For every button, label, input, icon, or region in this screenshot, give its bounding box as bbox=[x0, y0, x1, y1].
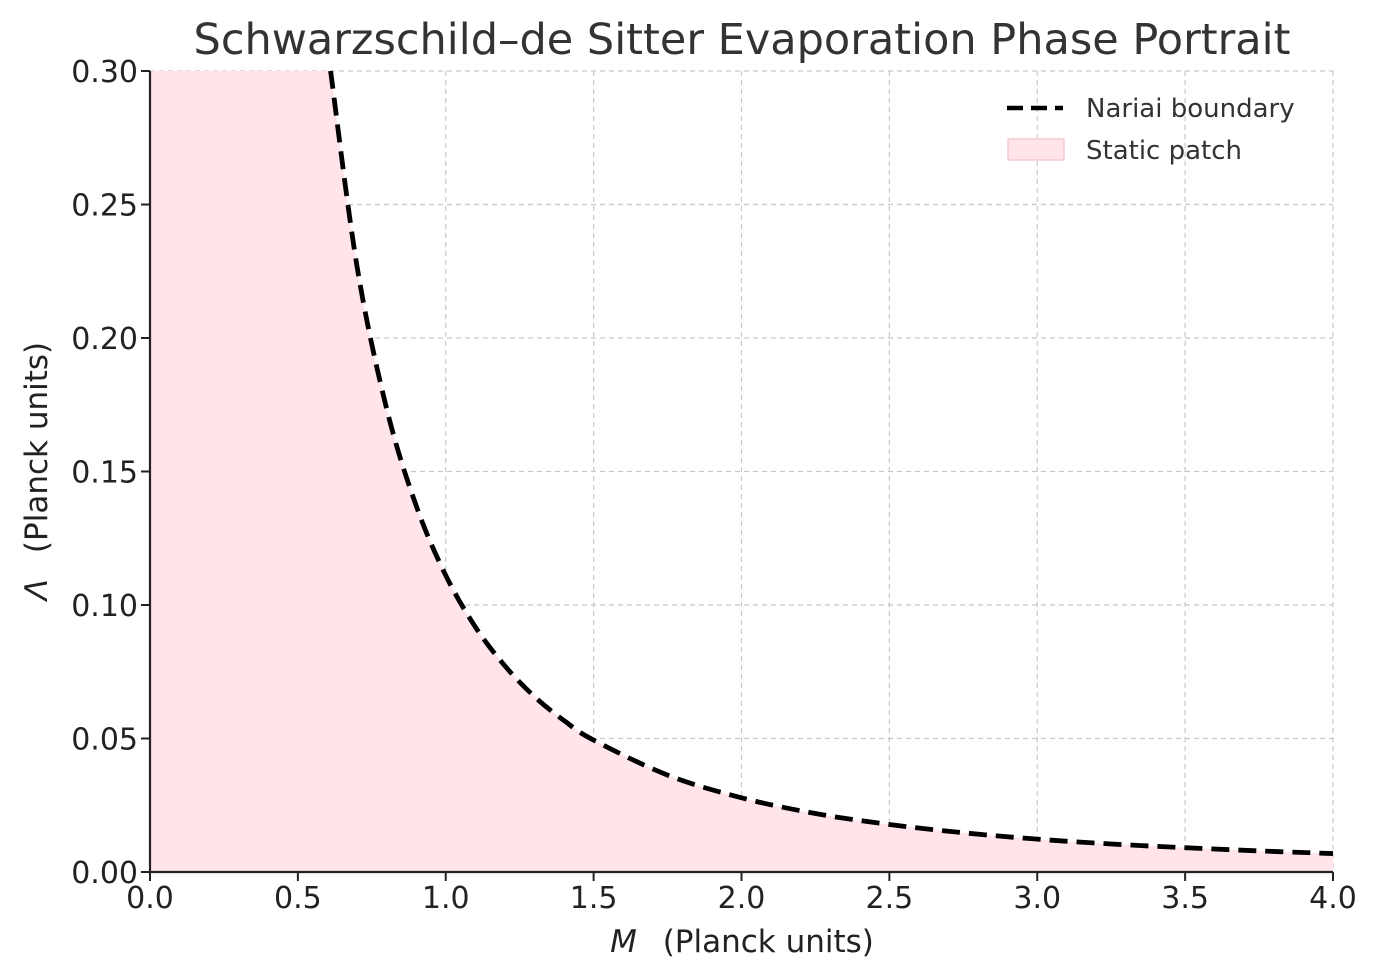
x-axis-symbol: M bbox=[610, 924, 637, 960]
y-tick-label-0: 0.00 bbox=[71, 856, 138, 891]
y-tick-label-2: 0.10 bbox=[71, 589, 138, 624]
x-tick-label-0: 0.0 bbox=[126, 881, 174, 916]
y-tick-label-5: 0.25 bbox=[71, 189, 138, 224]
x-tick-label-7: 3.5 bbox=[1161, 881, 1209, 916]
x-axis-units: (Planck units) bbox=[663, 924, 874, 960]
x-tick-label-4: 2.0 bbox=[718, 881, 766, 916]
legend: Nariai boundary Static patch bbox=[1007, 94, 1295, 166]
legend-nariai-label: Nariai boundary bbox=[1086, 94, 1295, 124]
y-axis-symbol: Λ bbox=[19, 579, 55, 602]
chart-title: Schwarzschild–de Sitter Evaporation Phas… bbox=[194, 15, 1291, 65]
x-tick-label-6: 3.0 bbox=[1013, 881, 1061, 916]
legend-static-patch-swatch bbox=[1007, 138, 1065, 161]
static-patch-fill bbox=[150, 71, 1333, 872]
nariai-boundary-line bbox=[328, 70, 1334, 856]
legend-static-patch-label: Static patch bbox=[1086, 136, 1242, 166]
y-tick-label-3: 0.15 bbox=[71, 456, 138, 491]
y-tick-label-6: 0.30 bbox=[71, 55, 138, 90]
x-tick-label-2: 1.0 bbox=[422, 881, 470, 916]
x-axis-label: M (Planck units) bbox=[610, 924, 874, 960]
x-tick-label-5: 2.5 bbox=[866, 881, 914, 916]
y-axis-ticks: 0.00 0.05 0.10 0.15 0.20 0.25 0.30 bbox=[71, 55, 150, 891]
y-tick-label-4: 0.20 bbox=[71, 322, 138, 357]
x-tick-label-1: 0.5 bbox=[274, 881, 322, 916]
x-tick-label-8: 4.0 bbox=[1309, 881, 1357, 916]
y-axis-units: (Planck units) bbox=[19, 342, 55, 553]
x-tick-label-3: 1.5 bbox=[570, 881, 618, 916]
y-tick-label-1: 0.05 bbox=[71, 723, 138, 758]
y-axis-label: Λ (Planck units) bbox=[19, 342, 55, 602]
x-axis-ticks: 0.0 0.5 1.0 1.5 2.0 2.5 3.0 3.5 4.0 bbox=[126, 872, 1357, 916]
